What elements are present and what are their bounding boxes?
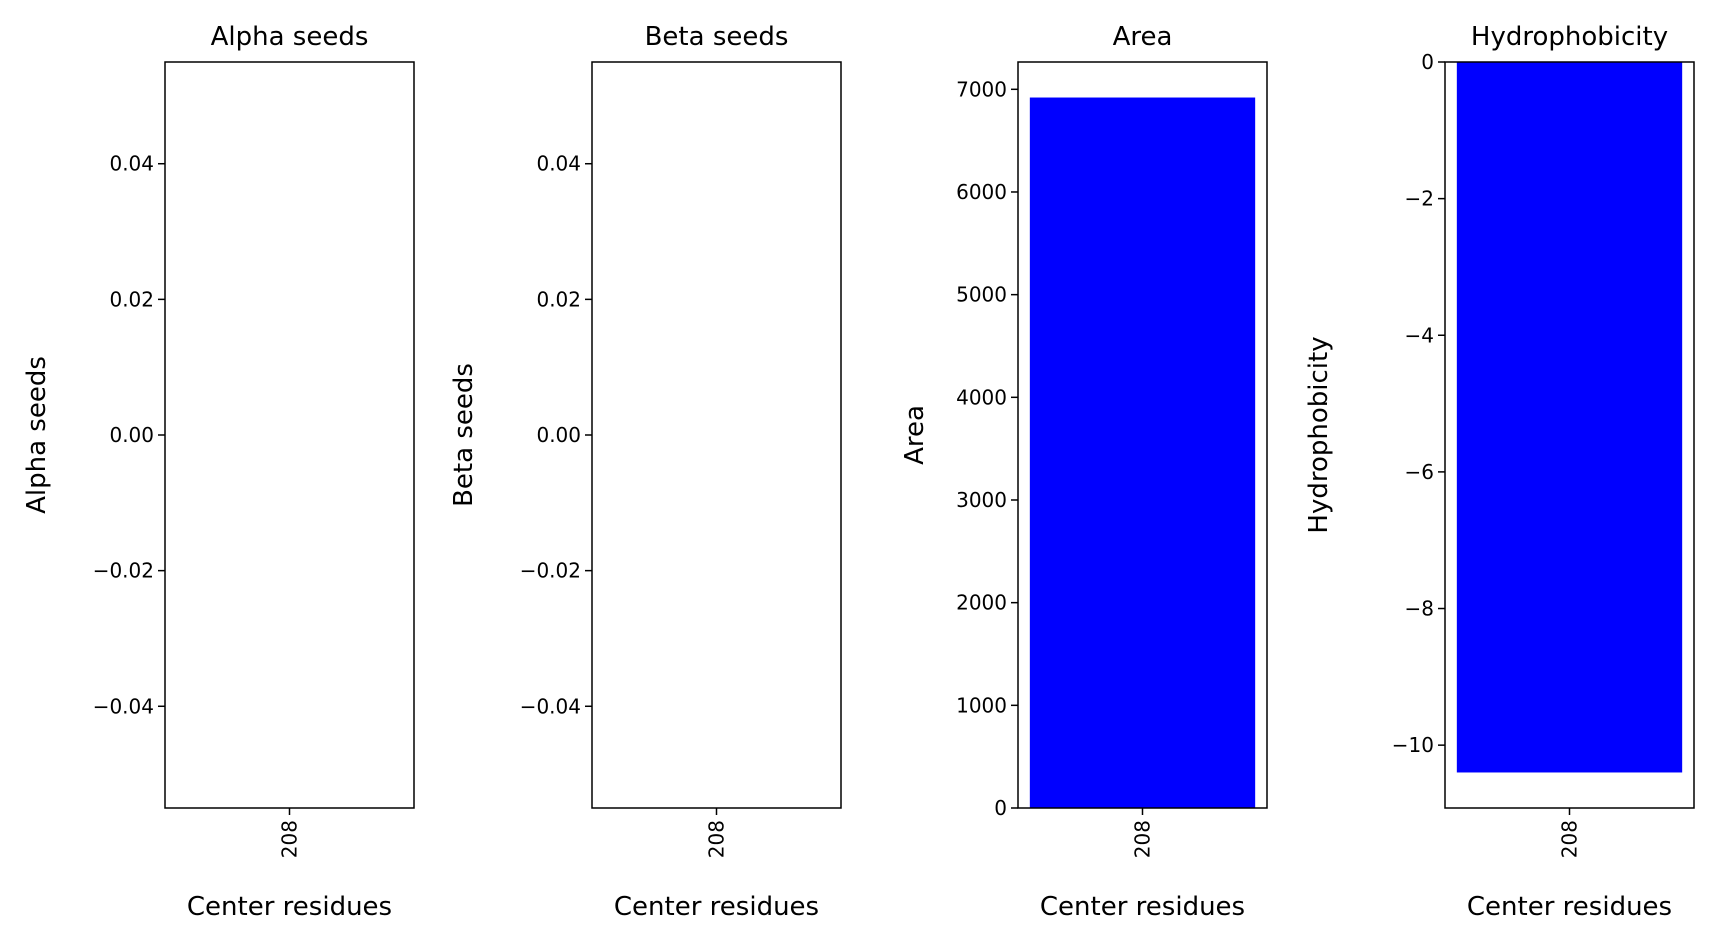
chart-title: Beta seeds [645, 22, 789, 52]
plot-frame [164, 61, 415, 809]
x-axis-label: Center residues [1467, 892, 1672, 922]
x-tick-label: 208 [1131, 820, 1155, 858]
chart-title: Alpha seeds [211, 22, 369, 52]
y-tick-label: −2 [1405, 187, 1434, 211]
x-axis-label: Center residues [1040, 892, 1245, 922]
bar [1029, 97, 1256, 809]
y-axis-label: Beta seeds [449, 363, 479, 507]
plot-frame [591, 61, 842, 809]
x-tick-label: 208 [278, 820, 302, 858]
chart-title: Hydrophobicity [1471, 22, 1668, 52]
chart-panel-1: 208 −0.04 −0.02 0.00 0.02 0.04 Alpha seeds Cent… [22, 22, 415, 922]
y-tick-label: 2000 [956, 591, 1007, 615]
y-tick-label: 3000 [956, 488, 1007, 512]
y-tick-label: −8 [1405, 597, 1434, 621]
plot-frame [1444, 61, 1695, 809]
y-tick-label: 0.02 [109, 287, 154, 311]
y-tick-label: 0.04 [536, 152, 581, 176]
y-axis-label: Hydrophobicity [1304, 336, 1334, 533]
y-tick-label: −0.04 [520, 694, 581, 718]
y-tick-label: 0.00 [536, 423, 581, 447]
y-tick-label: −10 [1392, 733, 1434, 757]
bar [1456, 62, 1683, 773]
x-tick-label: 208 [705, 820, 729, 858]
y-tick-label: 0.02 [536, 287, 581, 311]
y-tick-label: −0.02 [520, 559, 581, 583]
x-axis-label: Center residues [614, 892, 819, 922]
y-tick-label: −0.04 [93, 694, 154, 718]
x-tick-label: 208 [1558, 820, 1582, 858]
y-tick-label: 7000 [956, 77, 1007, 101]
chart-panel-2: 208 −0.04 −0.02 0.00 0.02 0.04 Beta seeds Cente… [449, 22, 842, 922]
y-tick-label: −4 [1405, 323, 1434, 347]
y-axis-label: Alpha seeds [22, 356, 52, 514]
plot-frame [1017, 61, 1268, 809]
y-tick-label: 0.00 [109, 423, 154, 447]
y-tick-label: −6 [1405, 460, 1434, 484]
y-tick-label: 6000 [956, 180, 1007, 204]
y-tick-label: 4000 [956, 385, 1007, 409]
y-tick-label: 0 [1421, 50, 1434, 74]
y-tick-label: 0 [994, 796, 1007, 820]
y-tick-label: 5000 [956, 283, 1007, 307]
y-tick-label: 1000 [956, 693, 1007, 717]
x-axis-label: Center residues [187, 892, 392, 922]
chart-panel-4: 208 −10 −8 −6 −4 −2 0 Hydrophobicity Center resi… [1304, 22, 1695, 922]
y-axis-label: Area [900, 405, 930, 465]
y-tick-label: 0.04 [109, 152, 154, 176]
y-tick-label: −0.02 [93, 559, 154, 583]
chart-title: Area [1113, 22, 1173, 52]
chart-panel-3: 208 0 1000 2000 3000 4000 5000 6000 7000 Area Cent… [900, 22, 1268, 922]
